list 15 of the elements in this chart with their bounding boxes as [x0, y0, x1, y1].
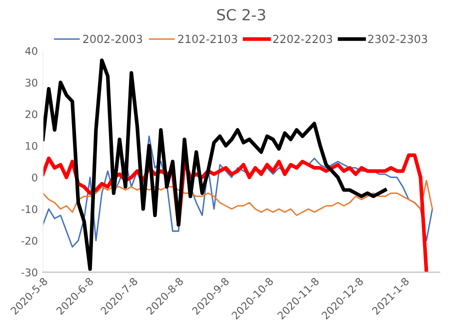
legend-label: 2302-2303	[368, 34, 428, 44]
y-tick-label: -20	[21, 236, 38, 245]
y-tick-label: 20	[25, 110, 38, 118]
chart-title: SC 2-3	[217, 8, 266, 20]
legend-label: 2002-2003	[83, 34, 142, 44]
y-tick-label: 40	[25, 47, 38, 55]
y-tick-label: 30	[26, 78, 38, 87]
legend-label: 2102-2103	[178, 34, 238, 44]
y-tick-label: -10	[21, 205, 38, 214]
legend-label: 2202-2203	[273, 34, 332, 44]
y-tick-label: -30	[21, 268, 38, 276]
y-tick-label: 10	[26, 142, 38, 150]
y-tick-label: 0	[32, 174, 38, 182]
line-series	[42, 180, 434, 216]
line-series	[42, 58, 387, 271]
